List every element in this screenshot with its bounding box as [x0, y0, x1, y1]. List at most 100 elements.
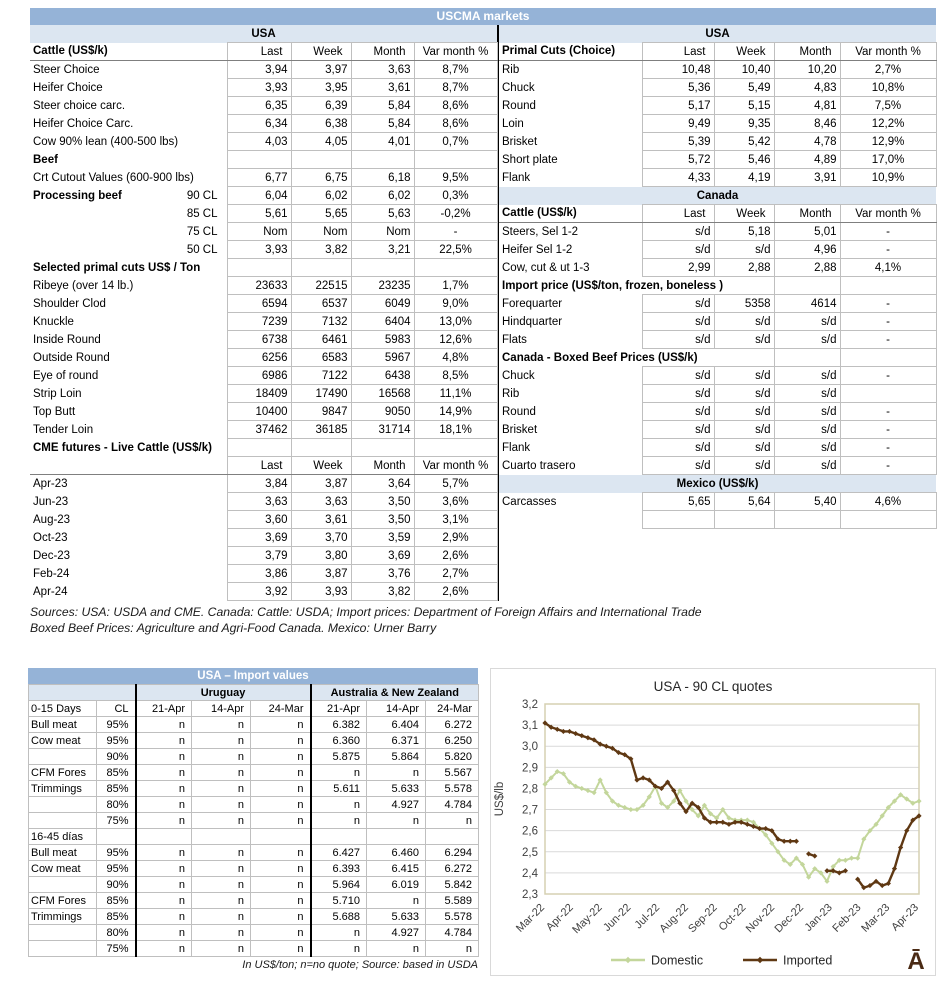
row-label: Heifer Choice — [33, 81, 103, 94]
value-cell: 3,93 — [226, 240, 292, 259]
table-row: Strip Loin 18409 17490 16568 11,1% — [30, 384, 498, 403]
value-cell: n — [191, 812, 251, 829]
y-tick-label: 2,5 — [522, 847, 538, 859]
series-marker-imported — [763, 825, 769, 832]
value-cell: 6,77 — [226, 168, 292, 187]
series-marker-imported — [879, 882, 885, 889]
series-marker-imported — [769, 828, 775, 834]
series-marker-imported — [824, 868, 830, 874]
table-row: Uruguay Australia & New Zealand — [28, 684, 479, 701]
series-marker-domestic — [781, 857, 787, 863]
value-cell: 3,63 — [290, 492, 352, 511]
table-row: 50 CL 3,93 3,82 3,21 22,5% — [30, 240, 498, 259]
series-marker-imported — [806, 851, 812, 857]
row-label: Top Butt — [33, 405, 76, 418]
series-marker-imported — [812, 853, 818, 859]
table-row: Cuarto trasero s/d s/d s/d - — [499, 456, 937, 475]
sources-note: Sources: USA: USDA and CME. Canada: Catt… — [30, 604, 936, 636]
value-cell: 7122 — [290, 366, 352, 385]
table-row: 16-45 días — [28, 828, 479, 845]
row-label: Flats — [502, 333, 527, 346]
column-header: 14-Apr — [366, 700, 426, 717]
table-row: Canada - Boxed Beef Prices (US$/k) — [499, 348, 937, 367]
table-row: Steers, Sel 1-2 s/d 5,18 5,01- — [499, 222, 937, 241]
value-cell: - — [839, 222, 937, 241]
series-marker-imported — [720, 819, 726, 825]
value-cell: 3,76 — [350, 564, 415, 583]
value-cell: 3,6% — [413, 492, 498, 511]
main-tables-row: USA Cattle (US$/k) Last Week Month Var month … — [30, 25, 937, 601]
row-label: Dec-23 — [33, 549, 71, 562]
series-marker-domestic — [793, 855, 799, 861]
value-cell: 1,7% — [413, 276, 498, 295]
x-tick-label: Feb-23 — [830, 902, 863, 935]
table-row: 75% n n n n n n — [28, 940, 479, 957]
value-cell: 5.578 — [425, 780, 479, 797]
row-label: Strip Loin — [33, 387, 82, 400]
value-cell: 6256 — [226, 348, 292, 367]
value-cell: n — [250, 940, 311, 957]
value-cell: s/d — [773, 384, 841, 403]
row-label: Cow meat — [28, 860, 97, 877]
table-row: Beef — [30, 150, 498, 169]
value-cell: 37462 — [226, 420, 292, 439]
empty-cell — [96, 828, 136, 845]
value-cell: 6049 — [350, 294, 415, 313]
table-row: Trimmings 85% n n n 5.611 5.633 5.578 — [28, 780, 479, 797]
table-row: Dec-23 3,79 3,80 3,69 2,6% — [30, 546, 498, 565]
x-tick-label: Aug-22 — [657, 902, 691, 936]
value-cell: s/d — [773, 312, 841, 331]
row-label: 85 CL — [30, 205, 227, 223]
value-cell: 17490 — [290, 384, 352, 403]
value-cell: 6,18 — [350, 168, 415, 187]
value-cell: n — [366, 892, 426, 909]
value-cell: s/d — [641, 222, 715, 241]
value-cell: 6.427 — [309, 844, 367, 861]
column-header: Week — [290, 42, 352, 61]
table-row: 85 CL 5,61 5,65 5,63 -0,2% — [30, 204, 498, 223]
empty-cell — [290, 150, 352, 169]
x-tick-label: Sep-22 — [686, 902, 720, 936]
value-cell: - — [839, 330, 937, 349]
row-label: Flank — [502, 171, 531, 184]
value-cell: 4.784 — [425, 924, 479, 941]
value-cell: 3,84 — [226, 474, 292, 493]
table-row: USA — [30, 25, 498, 43]
value-cell: - — [413, 222, 498, 241]
row-label — [28, 796, 97, 813]
row-label: Chuck — [502, 81, 535, 94]
row-label — [28, 876, 97, 893]
value-cell: 9,5% — [413, 168, 498, 187]
section-header: Selected primal cuts US$ / Ton — [33, 261, 201, 274]
x-tick-label: Jun-22 — [601, 902, 633, 934]
table-row: 90% n n n 5.875 5.864 5.820 — [28, 748, 479, 765]
table-row: Aug-23 3,60 3,61 3,50 3,1% — [30, 510, 498, 529]
y-tick-label: 2,6 — [522, 826, 538, 838]
value-cell: n — [191, 876, 251, 893]
value-cell: 3,94 — [226, 60, 292, 79]
value-cell: 5,61 — [226, 204, 292, 223]
table-row: CFM Fores 85% n n n n n 5.567 — [28, 764, 479, 781]
value-cell: 8,7% — [413, 60, 498, 79]
value-cell: s/d — [713, 366, 775, 385]
value-cell: n — [250, 876, 311, 893]
value-cell: -0,2% — [413, 204, 498, 223]
table-row: Cattle (US$/k) Last Week Month Var month % — [499, 204, 937, 223]
row-label: Short plate — [502, 153, 558, 166]
legend-label-imported: Imported — [783, 954, 832, 968]
empty-cell — [413, 258, 498, 277]
table-row: Knuckle 7239 7132 6404 13,0% — [30, 312, 498, 331]
series-marker-domestic — [806, 874, 812, 880]
value-cell: 6,75 — [290, 168, 352, 187]
import-values-title-bar: USA – Import values — [28, 668, 478, 684]
table-row: Jun-23 3,63 3,63 3,50 3,6% — [30, 492, 498, 511]
value-cell: 6,34 — [226, 114, 292, 133]
series-marker-imported — [793, 838, 799, 844]
column-header: Last — [641, 204, 715, 223]
value-cell: n — [250, 716, 311, 733]
bottom-row: USA – Import values Uruguay Australia & N… — [28, 668, 936, 976]
cl-cell: 85% — [96, 908, 136, 925]
value-cell: 4,05 — [290, 132, 352, 151]
empty-cell — [290, 438, 352, 457]
